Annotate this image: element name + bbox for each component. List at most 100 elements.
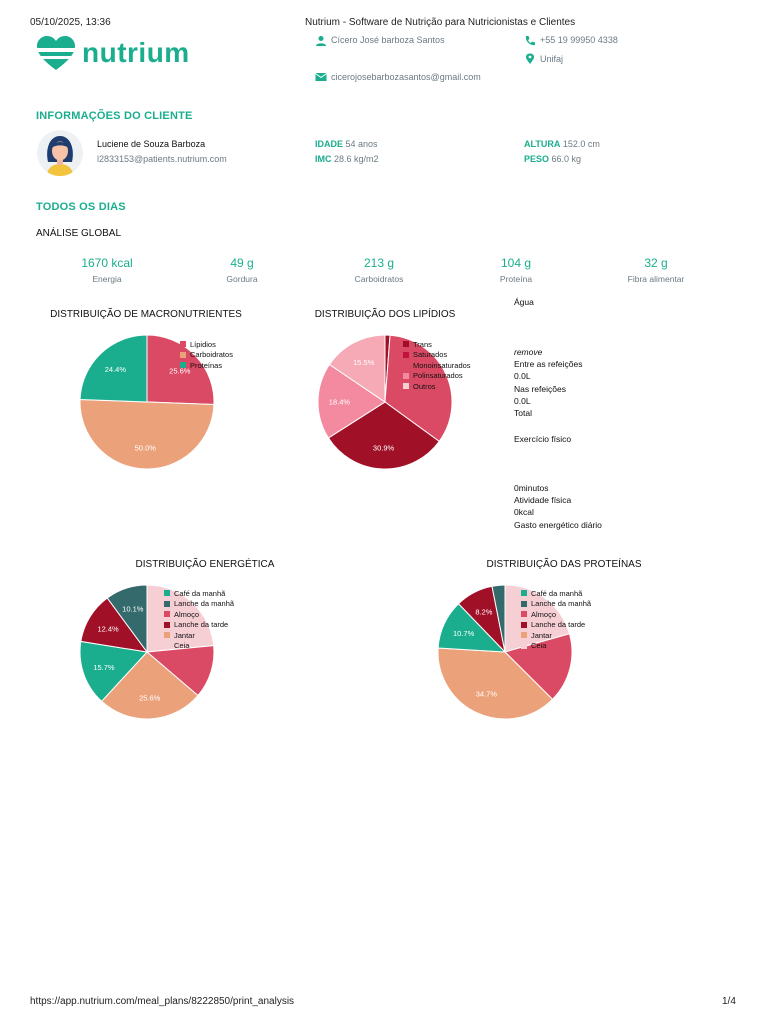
metric-protein-value: 104 g <box>500 256 532 270</box>
legend-item-carboidratos: Carboidratos <box>180 350 233 361</box>
chart-energy-title: DISTRIBUIÇÃO ENERGÉTICA <box>135 559 275 570</box>
metric-fat-value: 49 g <box>230 256 254 270</box>
legend-label: Carboidratos <box>190 350 233 360</box>
pie-label-carboidratos: 50.0% <box>135 444 157 453</box>
legend-label: Lanche da tarde <box>531 620 586 630</box>
legend-swatch <box>403 372 409 379</box>
pie-label-proteinas: 24.4% <box>105 365 127 374</box>
nutritionist-name: Cícero José barboza Santos <box>331 35 445 45</box>
legend-item-lipidios: Lípidios <box>180 339 233 350</box>
chart-macros-legend: Lípidios Carboidratos Proteínas <box>180 339 233 371</box>
legend-swatch <box>521 632 527 639</box>
legend-label: Monoinsaturados <box>413 360 471 370</box>
pie-slice-outros <box>328 334 386 403</box>
chart-energy: 25.6% 15.7% 12.4% 10.1% <box>79 584 215 720</box>
nutritionist-phone: +55 19 99950 4338 <box>540 35 618 45</box>
legend-item-proteinas: Proteínas <box>180 360 233 371</box>
pie-label-almoco: 34.7% <box>476 690 498 699</box>
in-meals-value: 0.0L <box>514 395 531 406</box>
legend-item-cafe-da-manha: Café da manhã <box>521 588 591 599</box>
pie-slice-ceia <box>491 584 506 653</box>
legend-swatch <box>164 642 170 649</box>
remove-link[interactable]: remove <box>514 347 543 357</box>
legend-swatch <box>403 351 409 358</box>
legend-swatch <box>403 362 409 369</box>
legend-item-jantar: Jantar <box>164 630 234 641</box>
pie-slice-almoco <box>100 651 199 720</box>
legend-label: Café da manhã <box>174 588 226 598</box>
chart-proteins-legend: Café da manhã Lanche da manhã Almoço Lanche… <box>521 588 591 651</box>
legend-swatch <box>164 590 170 597</box>
metric-energy-label: Energia <box>92 274 122 284</box>
legend-label: Lanche da tarde <box>174 620 229 630</box>
height-value: 152.0 cm <box>562 139 600 149</box>
legend-label: Ceia <box>174 641 190 651</box>
pie-slice-ceia <box>106 584 148 654</box>
print-datetime: 05/10/2025, 13:36 <box>30 17 111 28</box>
legend-swatch <box>403 383 409 390</box>
legend-label: Ceia <box>531 641 547 651</box>
phone-icon <box>525 36 535 46</box>
legend-item-jantar: Jantar <box>521 630 591 641</box>
client-height: ALTURA 152.0 cm <box>524 139 600 149</box>
legend-swatch <box>521 600 527 607</box>
pie-label-ceia: 10.1% <box>122 605 144 614</box>
legend-item-ceia: Ceia <box>164 641 234 652</box>
legend-swatch <box>521 621 527 628</box>
pie-slice-cafe-da-manha <box>146 584 215 653</box>
pie-label-polinsaturados: 18.4% <box>329 397 351 406</box>
pie-slice-polinsaturados <box>317 363 386 439</box>
between-meals-value: 0.0L <box>514 371 531 382</box>
between-meals-label: Entre as refeições <box>514 359 583 370</box>
pie-slice-saturados <box>384 334 453 443</box>
legend-label: Lípidios <box>190 339 216 349</box>
chart-proteins-title: DISTRIBUIÇÃO DAS PROTEÍNAS <box>486 559 642 570</box>
age-label: IDADE <box>315 139 344 149</box>
legend-item-lanche-da-tarde: Lanche da tarde <box>164 620 234 631</box>
footer-url[interactable]: https://app.nutrium.com/meal_plans/82228… <box>30 996 295 1007</box>
metric-energy-value: 1670 kcal <box>81 256 133 270</box>
pie-slice-monoinsaturados <box>327 401 440 470</box>
nutritionist-location: Unifaj <box>540 54 564 64</box>
logo-text: nutrium <box>82 37 190 68</box>
water-panel: Água <box>514 296 664 308</box>
pie-label-lanche-da-tarde: 10.7% <box>453 629 475 638</box>
metric-fiber-value: 32 g <box>644 256 668 270</box>
pie-label-monoinsaturados: 30.9% <box>373 444 395 453</box>
legend-label: Almoço <box>531 609 557 619</box>
imc-value: 28.6 kg/m2 <box>334 154 379 164</box>
height-label: ALTURA <box>524 139 561 149</box>
daily-energy-label: Gasto energético diário <box>514 519 602 530</box>
legend-item-almoco: Almoço <box>164 609 234 620</box>
client-imc: IMC 28.6 kg/m2 <box>315 154 379 164</box>
pie-slice-carboidratos <box>79 398 215 470</box>
nutritionist-email[interactable]: cicerojosebarbozasantos@gmail.com <box>331 72 481 82</box>
location-pin-icon <box>526 53 534 64</box>
chart-proteins: 34.7% 10.7% 8.2% <box>437 584 573 720</box>
exercise-panel: Exercício físico <box>514 433 664 445</box>
legend-swatch <box>180 341 186 348</box>
chart-macros: 25.6% 50.0% 24.4% <box>79 334 215 470</box>
pie-label-almoco: 25.6% <box>139 693 161 702</box>
chart-lipids-legend: Trans Saturados Monoinsaturados Polinsatura… <box>403 339 471 392</box>
legend-label: Almoço <box>174 609 200 619</box>
client-weight: PESO 66.0 kg <box>524 154 581 164</box>
legend-swatch <box>521 611 527 618</box>
legend-label: Proteínas <box>190 360 223 370</box>
legend-item-trans: Trans <box>403 339 471 350</box>
legend-swatch <box>164 632 170 639</box>
pie-label-lanche-da-tarde: 15.7% <box>93 663 115 672</box>
legend-label: Lanche da manhã <box>174 599 235 609</box>
metric-protein-label: Proteína <box>499 274 533 284</box>
legend-label: Trans <box>413 339 432 349</box>
avatar <box>37 130 83 176</box>
person-icon <box>316 36 326 46</box>
pie-slice-almoco <box>437 647 554 720</box>
client-section-title: INFORMAÇÕES DO CLIENTE <box>36 110 193 122</box>
metric-carbs-label: Carboidratos <box>354 274 404 284</box>
chart-lipids-title: DISTRIBUIÇÃO DOS LIPÍDIOS <box>314 309 456 320</box>
pie-label-lipidios: 25.6% <box>169 366 191 375</box>
legend-label: Jantar <box>531 630 552 640</box>
legend-item-polinsaturados: Polinsaturados <box>403 371 471 382</box>
legend-swatch <box>164 611 170 618</box>
